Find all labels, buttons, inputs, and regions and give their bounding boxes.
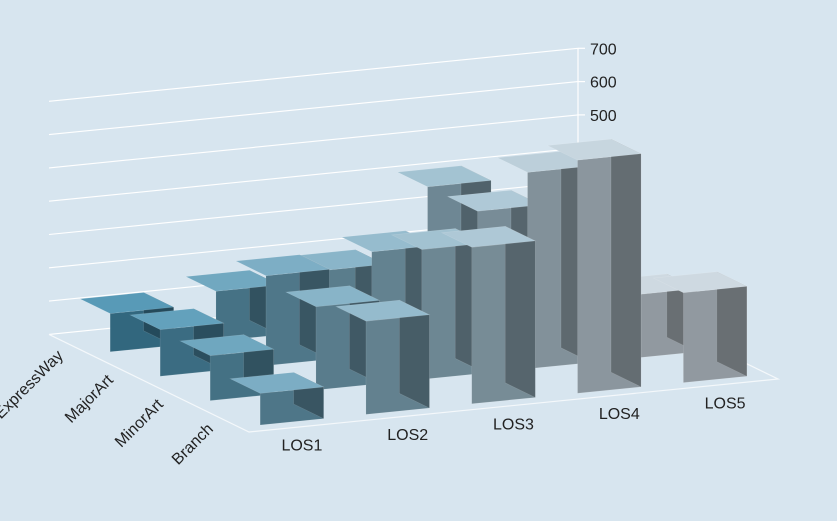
gridline: [48, 81, 579, 136]
bar-face: [229, 372, 325, 394]
value-tick-label: 600: [590, 75, 617, 92]
bar-face: [446, 189, 543, 212]
series-label: Branch: [169, 421, 217, 469]
bar-Branch-LOS3: [440, 225, 537, 405]
bar-face: [179, 334, 275, 356]
category-label: LOS4: [599, 406, 640, 423]
category-label: LOS1: [281, 438, 322, 455]
gridline: [48, 47, 579, 102]
bar-face: [610, 138, 642, 388]
bar-face: [652, 271, 748, 293]
bar-face: [129, 308, 225, 330]
bar-Branch-LOS5: [652, 271, 748, 383]
series-label: ExpressWay: [0, 347, 67, 422]
gridline: [48, 147, 579, 202]
category-label: LOS2: [387, 427, 428, 444]
category-label: LOS3: [493, 417, 534, 434]
bar-face: [234, 254, 331, 276]
bar-face: [334, 299, 431, 322]
value-tick-label: 700: [590, 41, 617, 58]
bar-face: [184, 269, 281, 292]
value-tick-label: 500: [590, 108, 617, 125]
bar-Branch-LOS1: [229, 371, 325, 426]
bar-Branch-LOS2: [334, 299, 431, 415]
bar-face: [546, 138, 643, 161]
bar-Branch-LOS4: [546, 138, 643, 394]
bar-face: [79, 292, 175, 314]
series-label: MinorArt: [112, 396, 167, 451]
series-label: MajorArt: [62, 371, 117, 426]
gridline: [48, 114, 579, 169]
bar-MinorArt-LOS3: [390, 228, 487, 380]
bar-face: [504, 225, 536, 398]
bar-face: [396, 165, 493, 188]
bar-face: [284, 285, 381, 308]
bar-face: [440, 225, 537, 248]
category-label: LOS5: [705, 395, 746, 412]
